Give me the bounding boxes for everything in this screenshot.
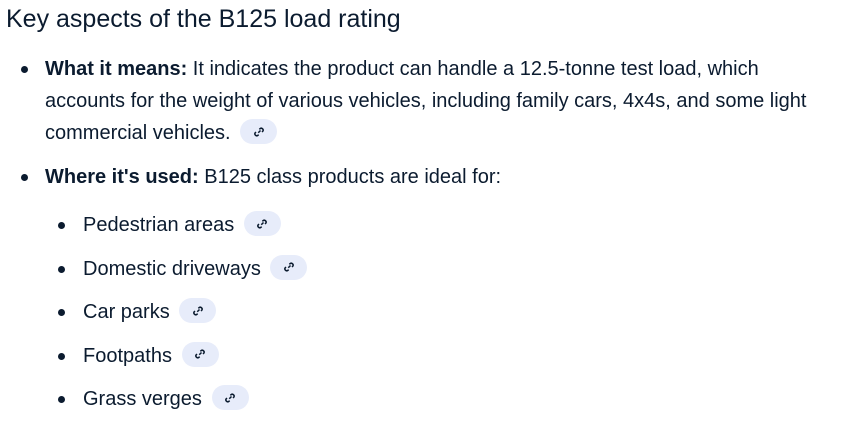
source-link-button[interactable] (211, 385, 249, 411)
bullet (58, 265, 65, 273)
source-link-button[interactable] (270, 254, 308, 280)
link-icon (257, 219, 268, 229)
bullet (21, 66, 28, 73)
item-text: B125 class products are ideal for: (198, 166, 502, 188)
section-heading: Key aspects of the B125 load rating (6, 5, 401, 33)
item-label: Where it's used: (45, 166, 199, 188)
use-text: Grass verges (83, 388, 202, 410)
link-icon (192, 306, 203, 316)
bullet (58, 222, 65, 229)
use-text: Domestic driveways (83, 257, 261, 280)
list-item-where-used: Where it's used: B125 class products are… (0, 161, 846, 193)
use-text: Car parks (83, 301, 170, 323)
use-text: Pedestrian areas (83, 214, 235, 236)
use-text: Footpaths (83, 344, 172, 367)
source-link-button[interactable] (240, 119, 278, 145)
use-list-item: Pedestrian areas (0, 209, 307, 253)
link-icon (195, 349, 205, 359)
aspects-list: What it means: It indicates the product … (0, 53, 846, 193)
use-list-item: Grass verges (0, 383, 307, 427)
list-item-what-it-means: What it means: It indicates the product … (0, 53, 846, 149)
use-list-item: Footpaths (0, 340, 307, 384)
bullet (58, 309, 65, 316)
link-icon (225, 393, 235, 403)
source-link-button[interactable] (179, 298, 217, 324)
link-icon (253, 127, 264, 137)
item-text: It indicates the product can handle a 12… (45, 58, 807, 144)
bullet (58, 396, 65, 403)
source-link-button[interactable] (181, 341, 219, 367)
bullet (58, 352, 65, 360)
item-label: What it means: (45, 58, 188, 80)
bullet (21, 174, 28, 181)
link-icon (284, 262, 294, 272)
source-link-button[interactable] (243, 211, 281, 237)
use-list-item: Car parks (0, 296, 307, 340)
use-list-item: Domestic driveways (0, 253, 308, 297)
uses-list: Pedestrian areas Domestic driveways Car … (0, 209, 308, 427)
